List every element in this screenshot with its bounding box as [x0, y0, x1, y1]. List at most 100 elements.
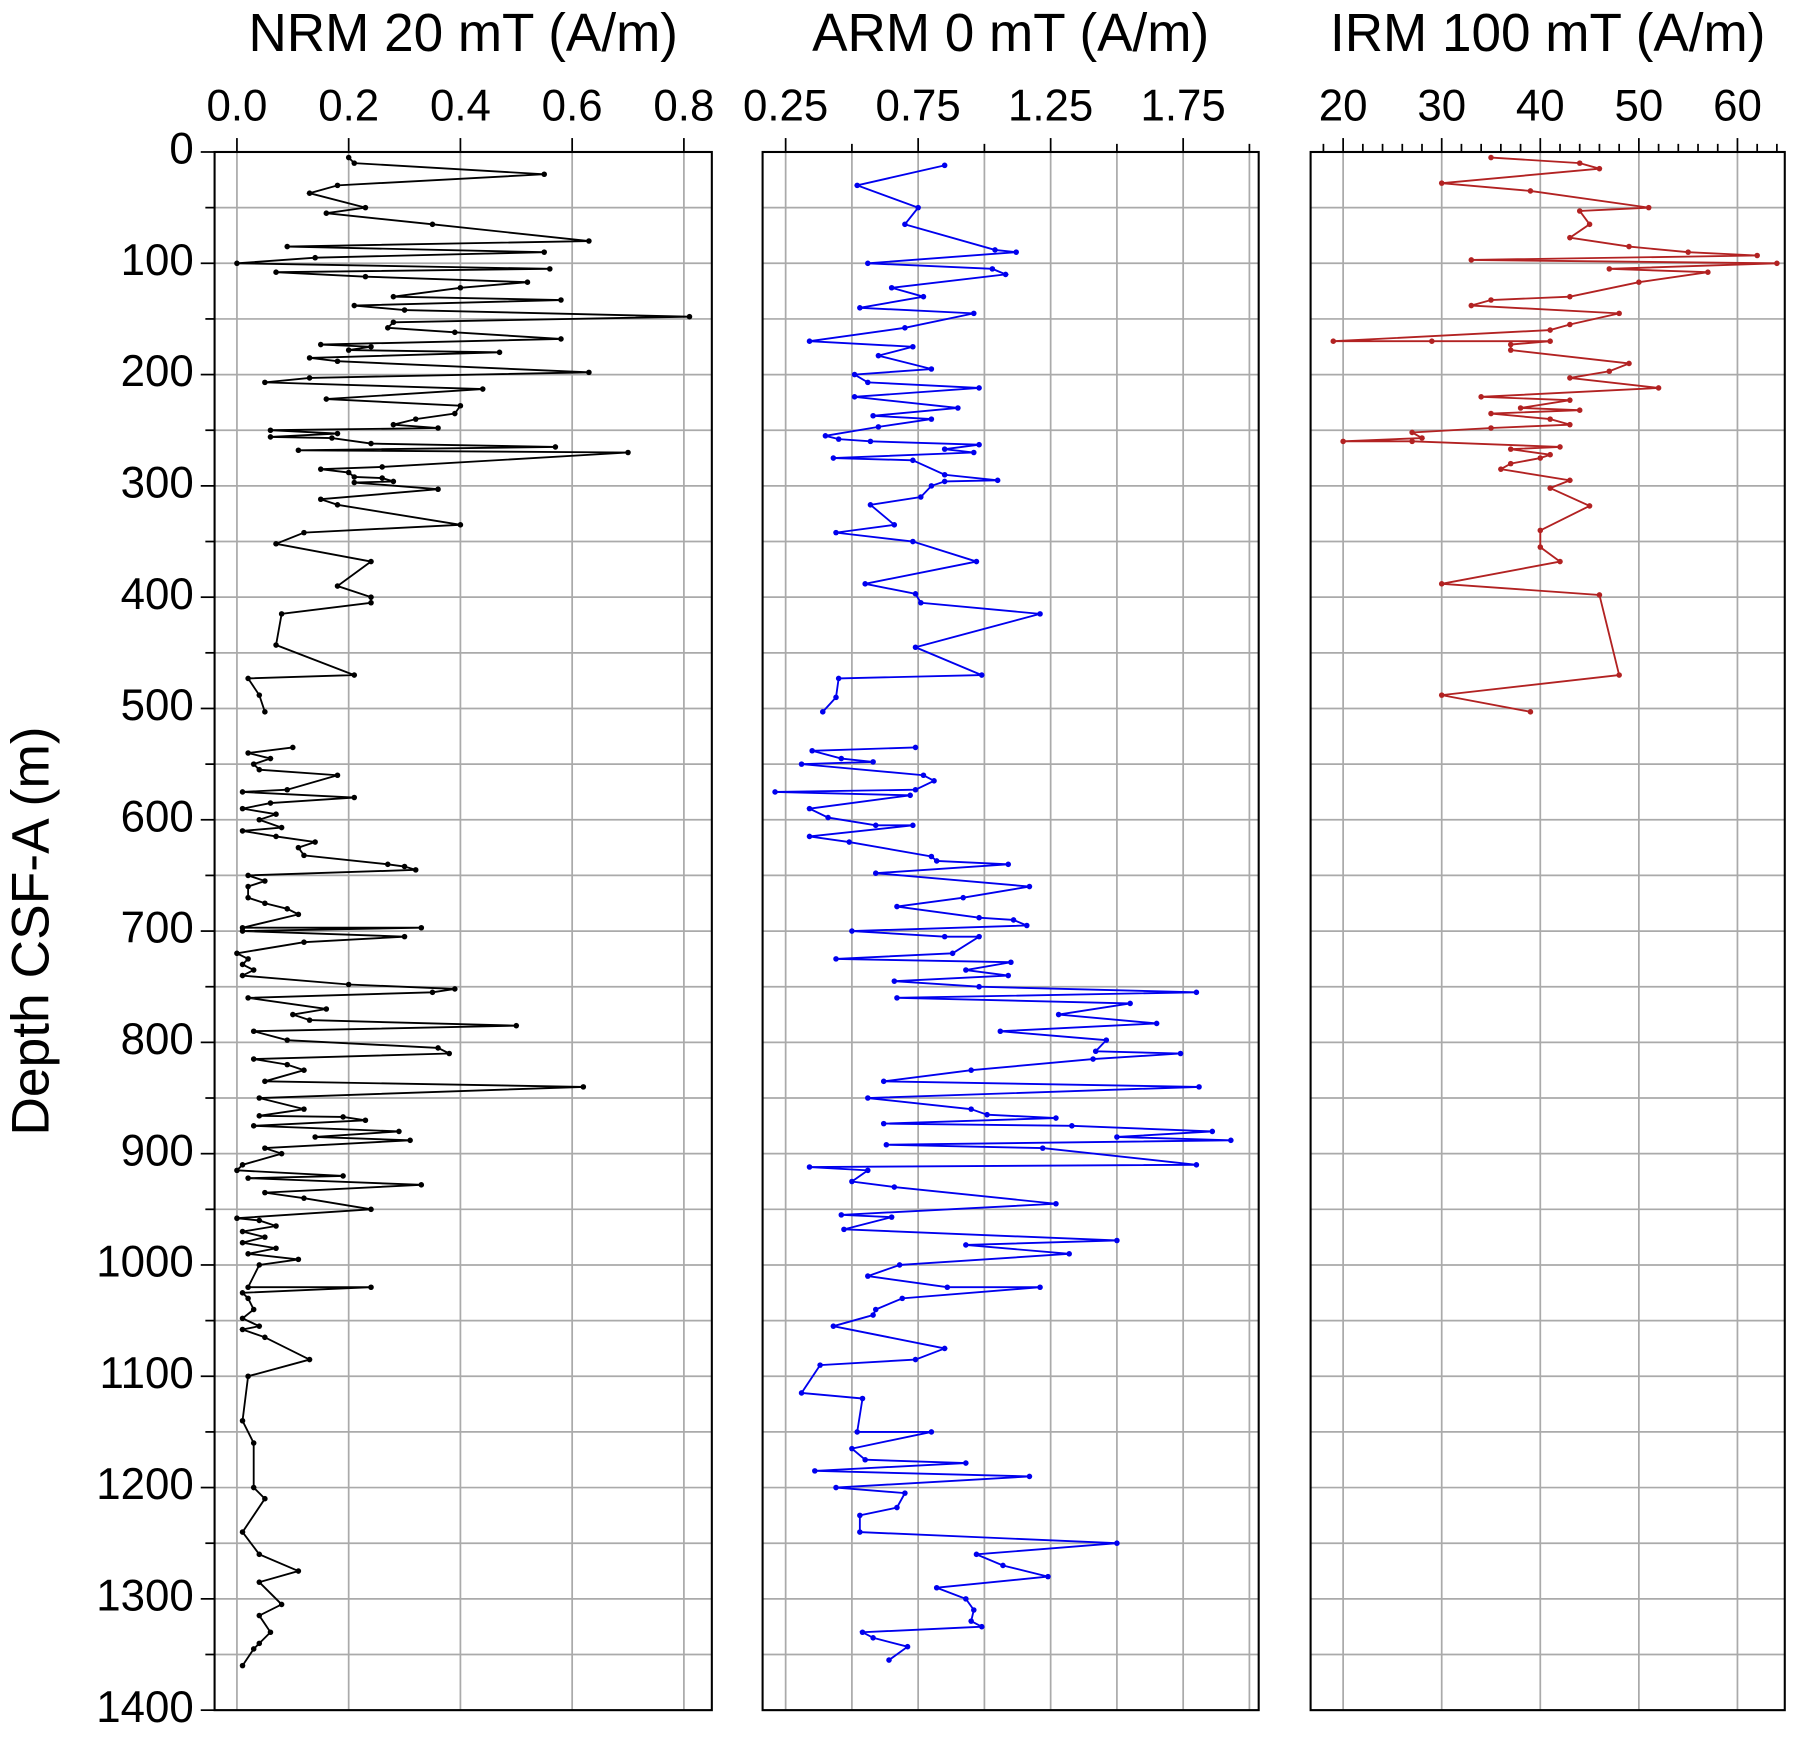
data-point [1567, 397, 1573, 403]
data-point [968, 1106, 974, 1112]
data-point [273, 269, 279, 275]
data-point [239, 1290, 246, 1296]
data-point [351, 794, 358, 801]
data-point [435, 486, 441, 493]
y-tick-label: 800 [121, 1015, 194, 1064]
data-point [838, 1212, 845, 1218]
data-point [250, 1028, 257, 1035]
data-point [963, 1596, 969, 1602]
data-point [396, 1128, 402, 1135]
data-point [295, 844, 302, 851]
x-tick-label: 0.6 [542, 82, 603, 131]
data-point [1037, 611, 1043, 617]
data-point [1193, 1162, 1200, 1168]
data-point [306, 355, 313, 361]
data-point [968, 1067, 974, 1073]
data-point [1193, 989, 1200, 996]
data-point [1586, 221, 1593, 228]
data-point [239, 789, 246, 795]
data-point [1066, 1251, 1072, 1257]
data-point [273, 1223, 279, 1229]
data-point [918, 599, 924, 606]
data-point [1008, 959, 1014, 966]
data-point [912, 644, 919, 651]
data-point [894, 995, 900, 1001]
data-point [1754, 252, 1760, 259]
data-point [806, 1164, 813, 1170]
data-point [1626, 360, 1632, 367]
data-point [273, 540, 279, 547]
data-point [1616, 310, 1622, 317]
data-point [888, 284, 895, 291]
data-point [984, 1111, 990, 1118]
data-point [875, 352, 882, 359]
data-point [968, 1618, 974, 1624]
data-point [234, 1215, 240, 1222]
data-point [306, 1017, 313, 1023]
data-point [368, 440, 374, 447]
data-point [295, 1568, 302, 1574]
data-point [891, 522, 898, 528]
data-point [385, 861, 391, 868]
data-point [351, 302, 358, 309]
data-point [865, 1167, 871, 1174]
data-point [865, 260, 871, 267]
data-point [1114, 1540, 1120, 1546]
data-point [910, 343, 916, 350]
data-point [245, 1284, 251, 1291]
data-point [963, 1242, 969, 1248]
data-point [496, 349, 503, 356]
data-point [841, 1226, 847, 1233]
data-point [1000, 1562, 1006, 1569]
data-point [239, 961, 246, 968]
data-point [1537, 455, 1544, 461]
y-tick-label: 1000 [96, 1237, 194, 1286]
data-point [256, 1095, 263, 1101]
data-point [941, 162, 948, 169]
data-point [245, 872, 251, 879]
data-point [1537, 527, 1544, 534]
data-point [931, 778, 937, 784]
data-point [329, 435, 335, 441]
data-point [857, 1529, 863, 1535]
data-point [306, 1356, 313, 1363]
data-point [1517, 405, 1524, 411]
data-point [278, 824, 285, 831]
data-point [250, 761, 257, 767]
data-point [262, 1495, 268, 1502]
data-point [798, 761, 805, 767]
data-point [894, 1504, 900, 1511]
data-point [524, 279, 531, 285]
data-point [830, 455, 837, 461]
data-point [418, 1182, 425, 1188]
data-point [334, 358, 341, 365]
data-point [273, 811, 279, 817]
data-point [390, 319, 397, 326]
data-point [1576, 407, 1583, 413]
data-point [250, 1646, 257, 1652]
data-point [1567, 321, 1573, 328]
data-point [345, 154, 352, 161]
data-point [312, 1134, 318, 1140]
data-point [960, 894, 966, 901]
data-point [902, 325, 908, 331]
data-point [435, 1045, 441, 1051]
data-point [262, 1189, 268, 1196]
data-point [870, 1635, 876, 1641]
data-point [1557, 558, 1563, 565]
data-point [1209, 1128, 1216, 1135]
data-point [891, 978, 898, 984]
data-point [267, 1629, 274, 1636]
data-point [435, 425, 441, 431]
x-tick-label: 1.75 [1141, 82, 1226, 131]
data-point [1039, 1145, 1046, 1151]
data-point [933, 1584, 940, 1591]
data-point [250, 1484, 257, 1491]
data-point [862, 581, 868, 587]
data-point [857, 1512, 863, 1519]
data-point [1005, 861, 1012, 868]
data-point [586, 369, 592, 376]
data-point [245, 956, 251, 962]
data-point [976, 441, 982, 448]
data-point [912, 1356, 919, 1363]
